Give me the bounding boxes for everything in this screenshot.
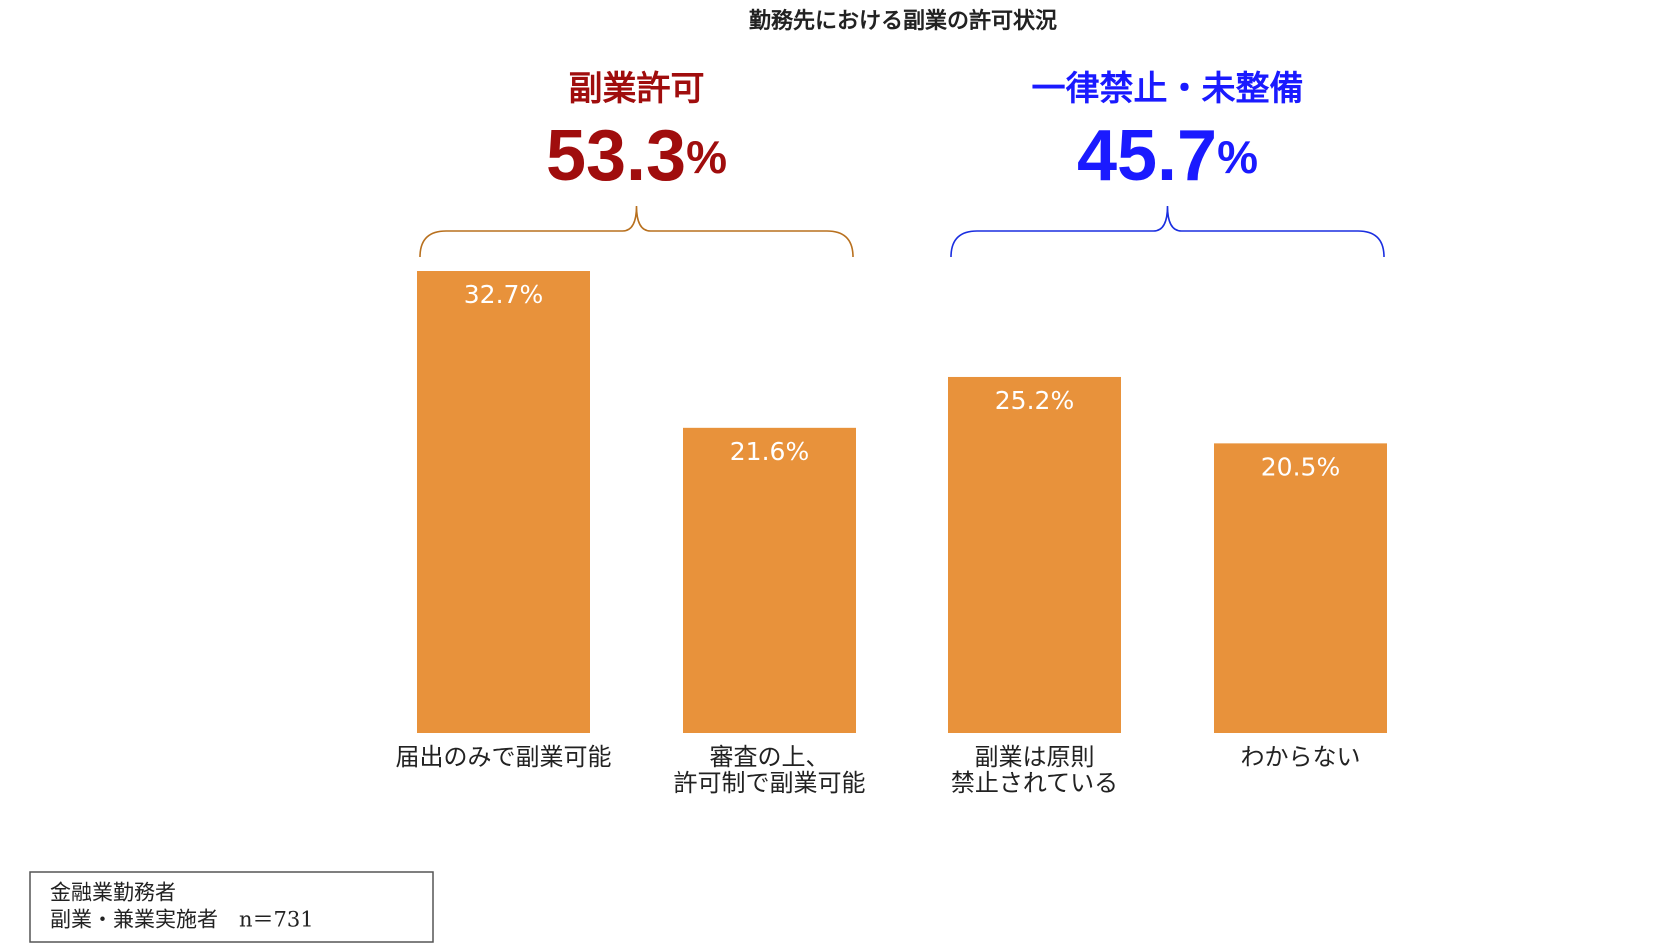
note-text: 金融業勤務者: [50, 881, 176, 905]
x-tick-label: 審査の上、: [710, 743, 830, 771]
value-label: 32.7%: [464, 280, 543, 309]
bar: [417, 271, 590, 733]
value-label: 21.6%: [730, 437, 809, 466]
note-text: 副業・兼業実施者 n＝731: [50, 908, 314, 932]
x-tick-label: わからない: [1241, 743, 1361, 771]
chart-title: 勤務先における副業の許可状況: [749, 8, 1057, 34]
group-value: 53.3%: [546, 116, 727, 196]
x-tick-label: 副業は原則: [975, 743, 1095, 771]
x-tick-label: 禁止されている: [951, 769, 1118, 797]
x-tick-label: 届出のみで副業可能: [396, 743, 612, 771]
value-label: 20.5%: [1261, 452, 1340, 481]
bar: [1214, 443, 1387, 733]
group-name: 一律禁止・未整備: [1032, 69, 1304, 109]
group-brace: [950, 205, 1385, 258]
value-label: 25.2%: [995, 386, 1074, 415]
bar: [683, 427, 856, 733]
note-box: [29, 871, 434, 943]
x-tick-label: 許可制で副業可能: [674, 769, 866, 797]
group-name: 副業許可: [569, 69, 705, 109]
group-value: 45.7%: [1077, 116, 1258, 196]
group-brace: [419, 205, 854, 258]
bar: [948, 376, 1121, 733]
